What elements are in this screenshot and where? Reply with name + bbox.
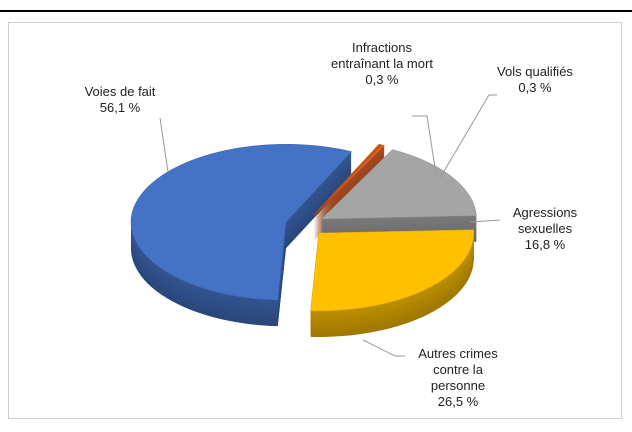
- data-label: Infractions entraînant la mort 0,3 %: [327, 40, 437, 88]
- value-label: 26,5 %: [437, 394, 479, 409]
- slice: [313, 143, 383, 216]
- slice-side: [313, 146, 385, 217]
- data-label: Autres crimes contre la personne 26,5 %: [408, 346, 508, 410]
- leader-line: [412, 115, 437, 175]
- category-label: Voies de fait: [84, 84, 156, 99]
- slice-side: [313, 152, 385, 223]
- slice-side: [313, 148, 385, 219]
- slice-side: [313, 150, 385, 221]
- slice-side: [313, 145, 385, 216]
- value-label: 0,3 %: [518, 80, 552, 95]
- category-label: Autres crimes contre la personne: [418, 346, 498, 393]
- value-label: 56,1 %: [99, 100, 141, 115]
- slice: [320, 149, 477, 220]
- title-strip: [0, 0, 632, 11]
- slice-side: [313, 151, 385, 222]
- slice: [130, 144, 352, 301]
- slice: [313, 144, 386, 216]
- value-label: 0,3 %: [365, 72, 399, 87]
- value-label: 16,8 %: [524, 237, 566, 252]
- slice-side: [313, 155, 385, 226]
- category-label: Agressions sexuelles: [512, 205, 578, 236]
- slice-side: [313, 154, 385, 225]
- data-label: Agressions sexuelles 16,8 %: [500, 205, 590, 253]
- slice-side: [313, 147, 385, 218]
- leader-lines: [159, 94, 501, 357]
- data-label: Voies de fait 56,1 %: [65, 84, 175, 116]
- leader-line: [469, 219, 501, 223]
- category-label: Vols qualifiés: [497, 64, 573, 79]
- leader-line: [362, 339, 405, 357]
- leader-line: [439, 94, 497, 179]
- chart-frame: [8, 22, 622, 419]
- slice: [310, 229, 474, 312]
- data-label: Vols qualifiés 0,3 %: [480, 64, 590, 96]
- leader-line: [159, 117, 169, 173]
- category-label: Infractions entraînant la mort: [331, 40, 433, 71]
- slice-side: [313, 149, 385, 220]
- slice-side: [313, 153, 385, 224]
- slice-tops: [130, 143, 477, 312]
